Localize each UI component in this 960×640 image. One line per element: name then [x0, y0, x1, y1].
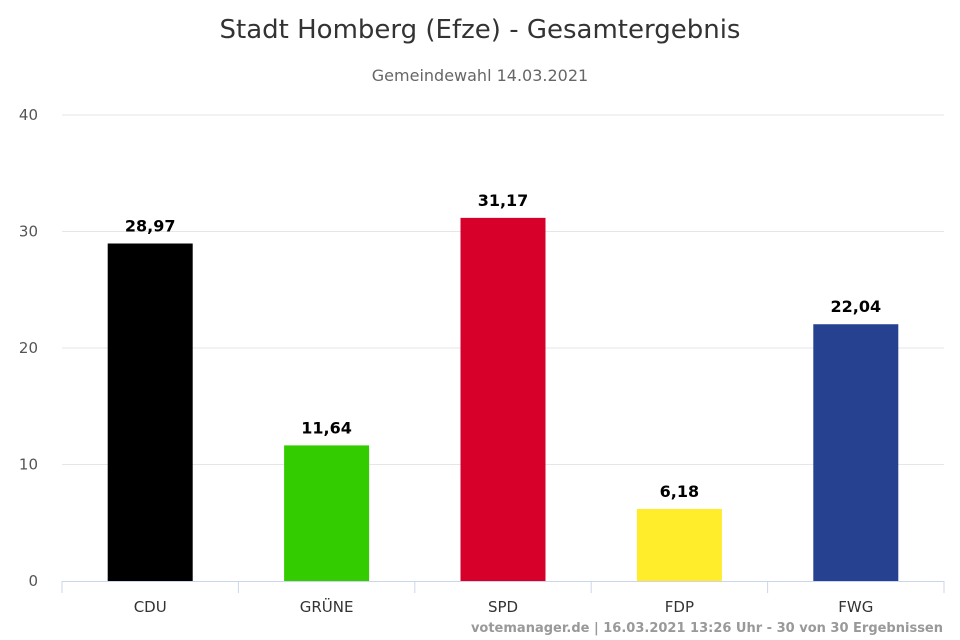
y-tick-label: 0 [28, 572, 38, 590]
bar-grüne[interactable] [284, 445, 370, 581]
y-tick-label: 30 [19, 223, 38, 241]
data-labels: 28,97 11,64 31,17 6,18 22,04 [125, 191, 881, 501]
y-tick-label: 10 [19, 456, 38, 474]
chart-subtitle: Gemeindewahl 14.03.2021 [372, 66, 588, 85]
bar-spd[interactable] [460, 217, 546, 581]
x-tick-label: FWG [838, 598, 873, 616]
y-tick-label: 20 [19, 339, 38, 357]
bar-fdp[interactable] [636, 509, 722, 581]
bars [107, 217, 899, 581]
x-tick-label: GRÜNE [300, 597, 354, 616]
data-label: 31,17 [478, 191, 529, 210]
chart-title: Stadt Homberg (Efze) - Gesamtergebnis [220, 15, 741, 45]
x-tick-label: CDU [134, 598, 167, 616]
data-label: 28,97 [125, 216, 176, 235]
x-tick-label: FDP [665, 598, 694, 616]
data-label: 6,18 [660, 482, 699, 501]
data-label: 22,04 [830, 297, 881, 316]
bar-fwg[interactable] [813, 324, 899, 581]
x-axis: CDU GRÜNE SPD FDP FWG [61, 581, 945, 616]
bar-cdu[interactable] [107, 243, 193, 581]
x-tick-label: SPD [488, 598, 518, 616]
y-tick-label: 40 [19, 106, 38, 124]
data-label: 11,64 [301, 418, 352, 437]
chart-credits[interactable]: votemanager.de | 16.03.2021 13:26 Uhr - … [471, 621, 943, 636]
y-axis-ticks: 0 10 20 30 40 [19, 106, 38, 590]
